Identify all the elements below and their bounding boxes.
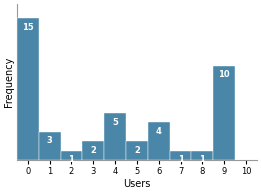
Bar xyxy=(148,122,170,160)
Bar xyxy=(104,113,126,160)
Text: 1: 1 xyxy=(69,155,74,164)
Bar xyxy=(17,18,39,160)
Text: 1: 1 xyxy=(199,155,205,164)
X-axis label: Users: Users xyxy=(123,179,151,189)
Text: 15: 15 xyxy=(22,23,34,32)
Bar xyxy=(126,141,148,160)
Text: 3: 3 xyxy=(47,136,52,146)
Text: 10: 10 xyxy=(218,70,230,79)
Text: 2: 2 xyxy=(90,146,96,155)
Text: 2: 2 xyxy=(134,146,140,155)
Bar xyxy=(170,151,191,160)
Bar xyxy=(82,141,104,160)
Bar xyxy=(39,132,61,160)
Text: 4: 4 xyxy=(156,127,162,136)
Bar xyxy=(213,66,235,160)
Bar xyxy=(61,151,82,160)
Bar xyxy=(191,151,213,160)
Text: 5: 5 xyxy=(112,118,118,127)
Text: 1: 1 xyxy=(177,155,183,164)
Y-axis label: Frequency: Frequency xyxy=(4,57,14,107)
